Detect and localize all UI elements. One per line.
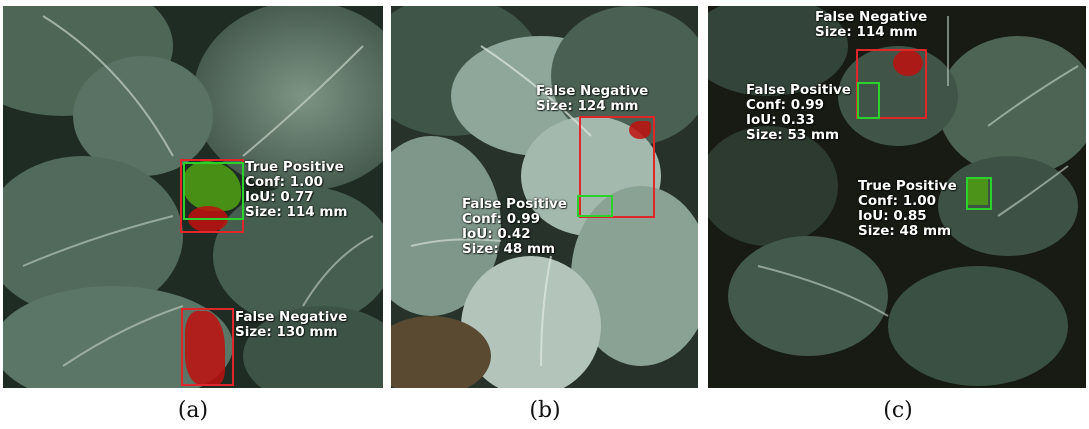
caption-c: (c) <box>883 398 913 423</box>
annotation-false-negative: False Negative Size: 124 mm <box>536 84 648 114</box>
label-size: Size: 124 mm <box>536 98 639 114</box>
label-class: False Negative <box>536 83 649 99</box>
label-size: Size: 48 mm <box>858 223 952 239</box>
label-size: Size: 114 mm <box>815 24 918 40</box>
false-positive-box <box>577 195 613 217</box>
label-size: Size: 53 mm <box>746 127 840 143</box>
label-conf: Conf: 0.99 <box>462 211 541 227</box>
true-positive-mask <box>968 179 988 205</box>
broccoli-field-photo-b <box>391 6 698 388</box>
label-iou: IoU: 0.77 <box>245 189 314 205</box>
false-negative-box <box>579 116 655 218</box>
label-class: True Positive <box>858 178 957 194</box>
label-size: Size: 48 mm <box>462 241 556 257</box>
label-class: False Negative <box>815 9 928 25</box>
annotation-false-positive: False Positive Conf: 0.99 IoU: 0.33 Size… <box>746 83 851 143</box>
label-conf: Conf: 1.00 <box>858 193 937 209</box>
true-positive-box <box>966 177 992 210</box>
label-class: False Negative <box>235 309 348 325</box>
true-positive-mask <box>183 161 241 211</box>
label-iou: IoU: 0.42 <box>462 226 531 242</box>
photo-panel-b: False Negative Size: 124 mm False Positi… <box>391 6 698 388</box>
label-size: Size: 130 mm <box>235 324 338 340</box>
label-size: Size: 114 mm <box>245 204 348 220</box>
label-iou: IoU: 0.33 <box>746 112 815 128</box>
prediction-box <box>183 162 244 220</box>
false-negative-mask <box>629 121 651 139</box>
caption-b: (b) <box>529 398 561 423</box>
label-iou: IoU: 0.85 <box>858 208 927 224</box>
label-class: False Positive <box>462 196 567 212</box>
annotation-true-positive: True Positive Conf: 1.00 IoU: 0.77 Size:… <box>245 160 347 220</box>
annotation-false-negative: False Negative Size: 114 mm <box>815 10 927 40</box>
photo-panel-a: True Positive Conf: 1.00 IoU: 0.77 Size:… <box>3 6 383 388</box>
false-negative-box <box>181 308 234 386</box>
caption-a: (a) <box>177 398 209 423</box>
photo-panel-c: False Negative Size: 114 mm False Positi… <box>708 6 1086 388</box>
false-negative-mask <box>893 50 923 76</box>
false-positive-box <box>857 82 880 119</box>
annotation-true-positive: True Positive Conf: 1.00 IoU: 0.85 Size:… <box>858 179 957 239</box>
broccoli-field-photo-a <box>3 6 383 388</box>
annotation-false-positive: False Positive Conf: 0.99 IoU: 0.42 Size… <box>462 197 567 257</box>
label-conf: Conf: 0.99 <box>746 97 825 113</box>
label-class: True Positive <box>245 159 344 175</box>
false-negative-mask <box>185 311 225 385</box>
annotation-false-negative: False Negative Size: 130 mm <box>235 310 347 340</box>
label-class: False Positive <box>746 82 851 98</box>
label-conf: Conf: 1.00 <box>245 174 324 190</box>
